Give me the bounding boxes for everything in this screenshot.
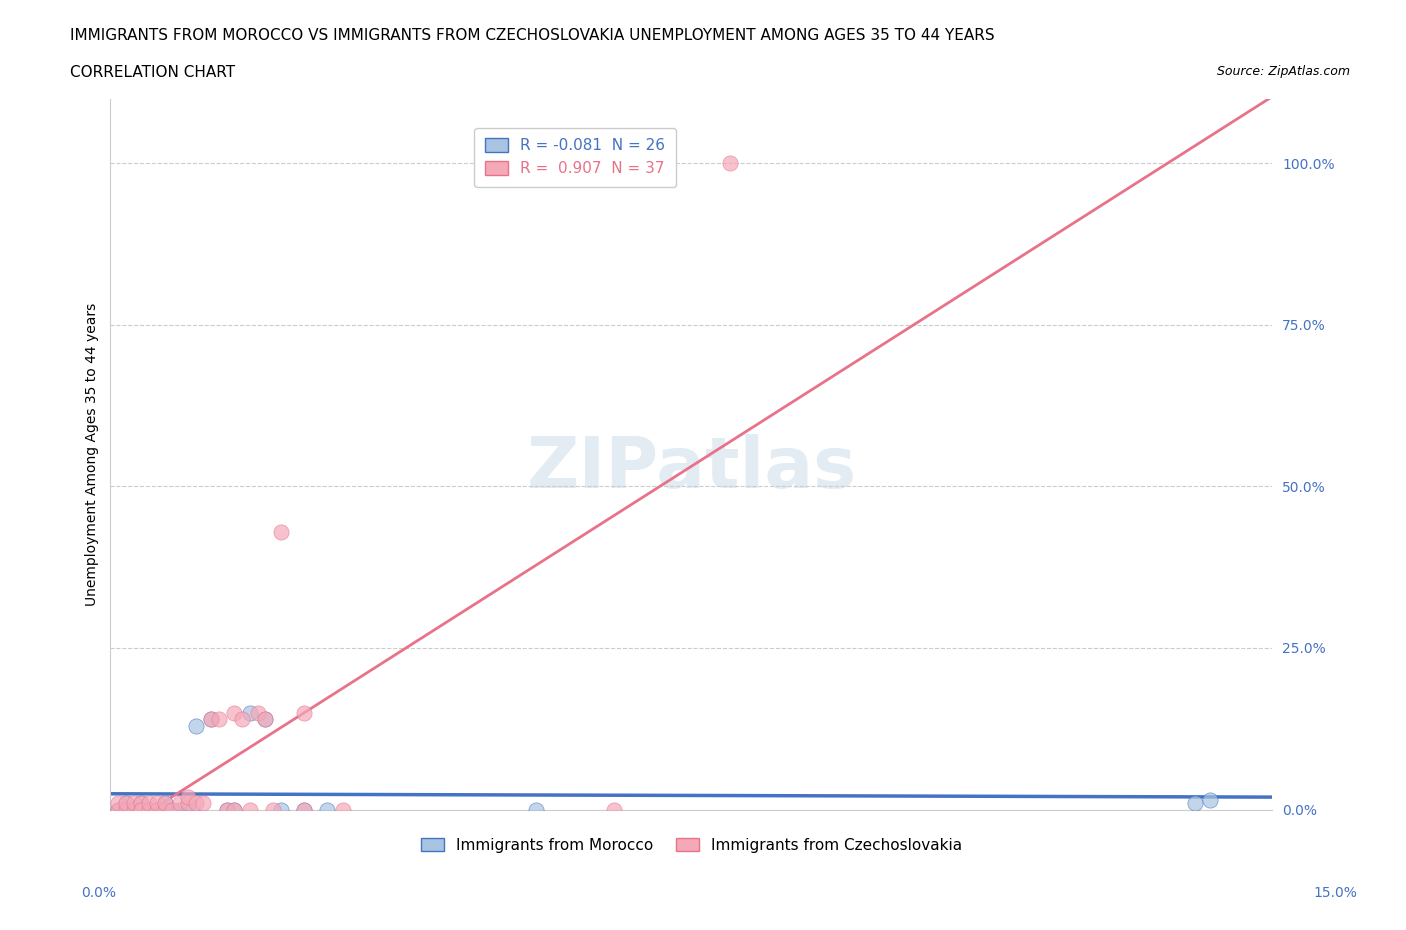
Point — [262, 802, 284, 817]
Point — [115, 802, 138, 817]
Point — [146, 796, 169, 811]
Point — [138, 802, 160, 817]
Point — [115, 796, 138, 811]
Point — [184, 718, 207, 733]
Point — [215, 802, 238, 817]
Point — [162, 802, 184, 817]
Point — [115, 796, 138, 811]
Point — [239, 705, 262, 720]
Point — [107, 802, 129, 817]
Point — [131, 802, 153, 817]
Point — [224, 705, 246, 720]
Point — [153, 796, 176, 811]
Point — [107, 796, 129, 811]
Point — [138, 796, 160, 811]
Point — [169, 796, 191, 811]
Point — [107, 802, 129, 817]
Text: IMMIGRANTS FROM MOROCCO VS IMMIGRANTS FROM CZECHOSLOVAKIA UNEMPLOYMENT AMONG AGE: IMMIGRANTS FROM MOROCCO VS IMMIGRANTS FR… — [70, 28, 995, 43]
Text: 0.0%: 0.0% — [82, 885, 115, 900]
Point — [177, 802, 200, 817]
Point — [224, 802, 246, 817]
Point — [215, 802, 238, 817]
Point — [200, 711, 222, 726]
Point — [292, 802, 315, 817]
Point — [138, 802, 160, 817]
Point — [177, 790, 200, 804]
Point — [208, 711, 231, 726]
Point — [153, 796, 176, 811]
Point — [292, 705, 315, 720]
Point — [146, 802, 169, 817]
Point — [115, 802, 138, 817]
Point — [224, 802, 246, 817]
Point — [138, 802, 160, 817]
Point — [177, 796, 200, 811]
Point — [332, 802, 354, 817]
Point — [254, 711, 277, 726]
Point — [184, 796, 207, 811]
Text: ZIPatlas: ZIPatlas — [526, 433, 856, 503]
Text: 15.0%: 15.0% — [1313, 885, 1358, 900]
Point — [1199, 792, 1222, 807]
Point — [231, 711, 253, 726]
Point — [162, 802, 184, 817]
Point — [122, 802, 145, 817]
Legend: Immigrants from Morocco, Immigrants from Czechoslovakia: Immigrants from Morocco, Immigrants from… — [415, 831, 969, 858]
Point — [131, 796, 153, 811]
Point — [193, 796, 215, 811]
Y-axis label: Unemployment Among Ages 35 to 44 years: Unemployment Among Ages 35 to 44 years — [86, 302, 100, 605]
Point — [246, 705, 269, 720]
Point — [122, 796, 145, 811]
Point — [146, 802, 169, 817]
Point — [200, 711, 222, 726]
Point — [122, 802, 145, 817]
Point — [526, 802, 548, 817]
Point — [292, 802, 315, 817]
Point — [718, 156, 741, 171]
Point — [316, 802, 339, 817]
Point — [131, 802, 153, 817]
Point — [603, 802, 626, 817]
Point — [169, 802, 191, 817]
Point — [153, 802, 176, 817]
Point — [239, 802, 262, 817]
Text: CORRELATION CHART: CORRELATION CHART — [70, 65, 235, 80]
Point — [254, 711, 277, 726]
Point — [131, 802, 153, 817]
Point — [1184, 796, 1206, 811]
Point — [131, 796, 153, 811]
Point — [122, 802, 145, 817]
Point — [270, 802, 292, 817]
Text: Source: ZipAtlas.com: Source: ZipAtlas.com — [1216, 65, 1350, 78]
Point — [270, 525, 292, 539]
